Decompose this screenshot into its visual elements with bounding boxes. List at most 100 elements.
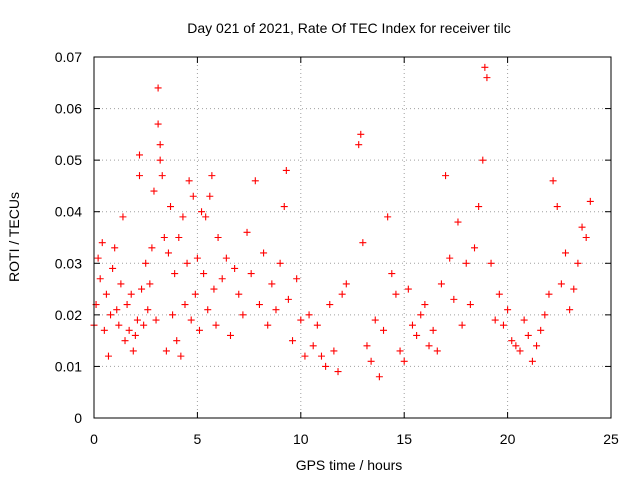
data-point: [268, 280, 276, 288]
chart-title: Day 021 of 2021, Rate Of TEC Index for r…: [187, 20, 510, 36]
data-point: [183, 259, 191, 267]
data-point: [144, 306, 152, 314]
data-point: [173, 337, 181, 345]
data-point: [264, 321, 272, 329]
data-point: [200, 270, 208, 278]
y-tick-label: 0.03: [55, 255, 82, 271]
data-point: [208, 172, 216, 180]
data-point: [146, 280, 154, 288]
data-point: [442, 172, 450, 180]
data-point: [355, 141, 363, 149]
data-point: [142, 259, 150, 267]
data-point: [404, 285, 412, 293]
data-point: [169, 311, 177, 319]
data-point: [429, 326, 437, 334]
y-tick-label: 0.07: [55, 49, 82, 65]
data-point: [586, 197, 594, 205]
data-point: [284, 295, 292, 303]
data-point: [158, 172, 166, 180]
data-point: [380, 326, 388, 334]
data-point: [516, 347, 524, 355]
data-point: [450, 295, 458, 303]
data-point: [512, 342, 520, 350]
data-point: [148, 244, 156, 252]
data-point: [545, 290, 553, 298]
data-point: [115, 321, 123, 329]
data-point: [562, 249, 570, 257]
data-point: [301, 352, 309, 360]
data-point: [384, 213, 392, 221]
data-point: [243, 228, 251, 236]
data-point: [375, 373, 383, 381]
data-point: [156, 141, 164, 149]
data-point: [150, 187, 158, 195]
data-point: [367, 357, 375, 365]
data-point: [566, 306, 574, 314]
data-point: [392, 290, 400, 298]
data-point: [578, 223, 586, 231]
data-point: [135, 172, 143, 180]
data-point: [167, 203, 175, 211]
grid-lines: [94, 57, 611, 418]
data-point: [160, 234, 168, 241]
data-point: [179, 213, 187, 221]
data-point: [363, 342, 371, 350]
data-point: [204, 306, 212, 314]
data-point: [100, 326, 108, 334]
data-point: [520, 316, 528, 324]
data-point: [289, 337, 297, 345]
data-point: [282, 166, 290, 174]
data-point: [123, 301, 131, 309]
x-tick-label: 25: [603, 431, 619, 447]
data-point: [154, 120, 162, 128]
data-point: [276, 259, 284, 267]
data-point: [138, 285, 146, 293]
data-point: [479, 156, 487, 164]
data-point: [454, 218, 462, 226]
data-point: [541, 311, 549, 319]
data-point: [171, 270, 179, 278]
data-point: [255, 301, 263, 309]
data-point: [330, 347, 338, 355]
data-point: [334, 368, 342, 376]
y-tick-label: 0.01: [55, 358, 82, 374]
data-point: [413, 331, 421, 339]
data-point: [181, 301, 189, 309]
data-point: [239, 311, 247, 319]
x-tick-label: 5: [194, 431, 202, 447]
data-point: [98, 239, 106, 247]
data-point: [127, 290, 135, 298]
data-point: [125, 326, 133, 334]
x-tick-labels: 0 5 10 15 20 25: [90, 431, 619, 447]
data-point: [152, 316, 160, 324]
data-point: [206, 192, 214, 200]
plot-frame: [93, 56, 612, 419]
y-tick-label: 0.02: [55, 307, 82, 323]
data-point: [177, 352, 185, 360]
y-axis-title: ROTI / TECUs: [6, 192, 22, 282]
data-point: [195, 326, 203, 334]
data-point: [251, 177, 259, 185]
data-point: [175, 234, 183, 241]
data-points: [90, 63, 594, 381]
data-point: [582, 234, 590, 241]
x-tick-label: 20: [500, 431, 516, 447]
data-point: [322, 362, 330, 370]
data-point: [396, 347, 404, 355]
data-point: [235, 290, 243, 298]
data-point: [280, 203, 288, 211]
data-point: [111, 244, 119, 252]
data-point: [109, 264, 117, 272]
data-point: [154, 84, 162, 92]
y-tick-label: 0.06: [55, 101, 82, 117]
data-point: [185, 177, 193, 185]
data-point: [212, 321, 220, 329]
data-point: [133, 316, 141, 324]
data-point: [313, 321, 321, 329]
data-point: [471, 244, 479, 252]
data-point: [117, 280, 125, 288]
data-point: [260, 249, 268, 257]
x-axis-title: GPS time / hours: [296, 457, 403, 473]
data-point: [198, 208, 206, 216]
